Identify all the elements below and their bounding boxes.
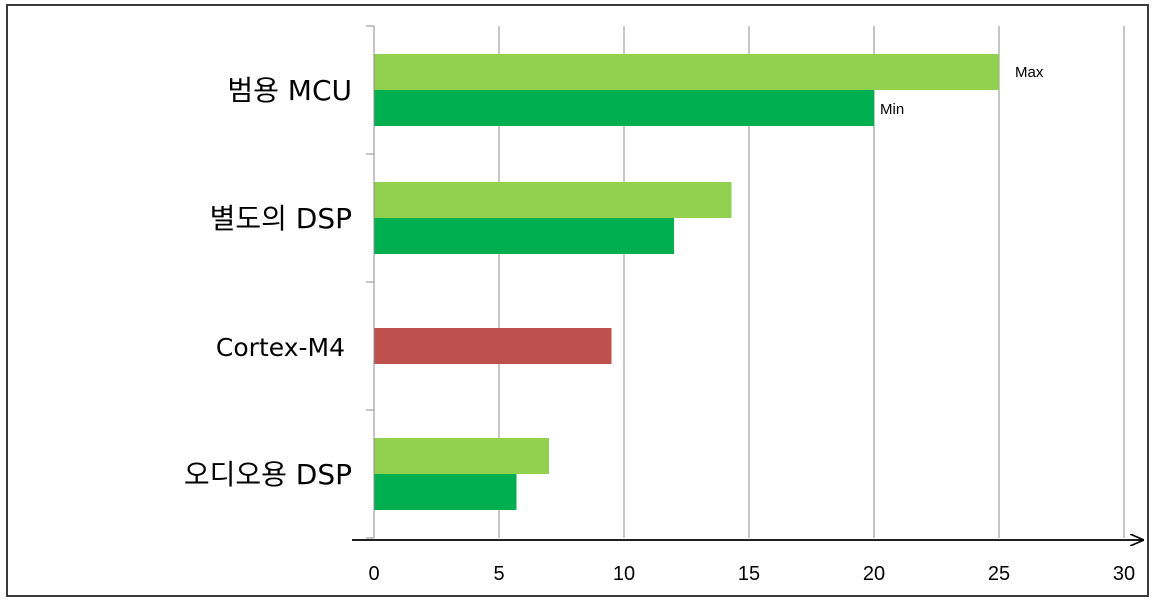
x-tick-label: 0 [368,563,379,585]
axes [352,25,1142,540]
max-annotation: Max [1015,64,1044,81]
x-tick-label: 30 [1113,563,1135,585]
bar-min [374,90,874,126]
chart-frame [6,4,1149,597]
category-label: 범용 MCU [227,74,352,107]
labels: 0 5 10 15 20 25 30 범용 MCU 별도의 DSP Cortex-M4 오디오용 D… [184,64,1135,585]
bar-max [374,182,732,218]
category-label: 오디오용 DSP [184,458,352,491]
x-tick-label: 10 [613,563,635,585]
category-label: 별도의 DSP [210,202,352,235]
bar-min [374,218,674,254]
bars [374,54,999,510]
x-tick-label: 15 [738,563,760,585]
bar-max [374,438,549,474]
bar-min [374,474,517,510]
x-tick-label: 5 [493,563,504,585]
bar-max [374,54,999,90]
category-label: Cortex-M4 [216,333,345,362]
min-annotation: Min [880,101,904,118]
x-tick-label: 25 [988,563,1010,585]
bar-single [374,328,612,364]
x-tick-label: 20 [863,563,885,585]
